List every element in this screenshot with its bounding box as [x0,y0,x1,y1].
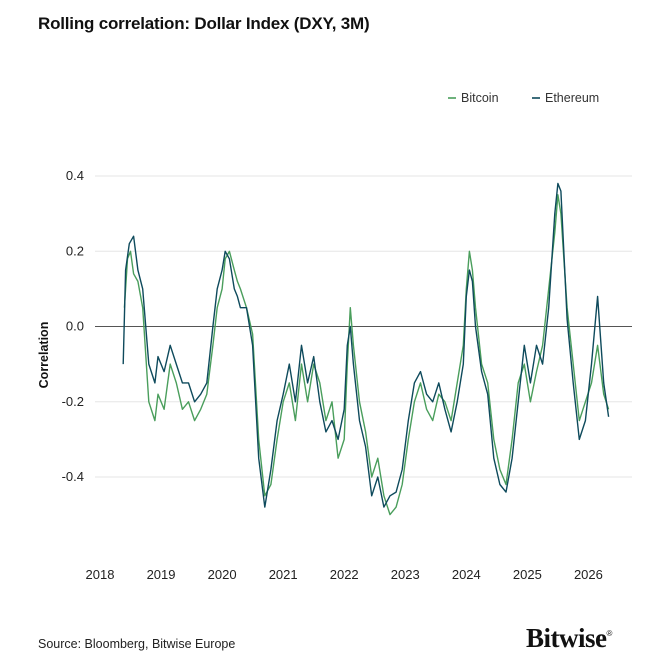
series-lines [122,182,610,516]
x-tick-label: 2020 [208,567,237,582]
legend-label-bitcoin: Bitcoin [461,91,499,105]
y-tick-label: 0.4 [66,168,84,183]
x-tick-label: 2021 [269,567,298,582]
y-axis-ticks: 0.4 0.2 0.0 -0.2 -0.4 [62,168,84,484]
y-tick-label: -0.2 [62,394,84,409]
bitwise-logo: Bitwise® [526,623,612,654]
source-note: Source: Bloomberg, Bitwise Europe [38,637,236,651]
x-tick-label: 2018 [86,567,115,582]
gridlines [95,175,632,478]
legend-label-ethereum: Ethereum [545,91,599,105]
y-tick-label: 0.2 [66,243,84,258]
x-tick-label: 2026 [574,567,603,582]
logo-text: Bitwise [526,623,607,653]
series-line-ethereum [122,182,610,508]
x-tick-label: 2023 [391,567,420,582]
y-axis-label: Correlation [37,322,51,389]
registered-mark: ® [606,629,613,638]
chart-title: Rolling correlation: Dollar Index (DXY, … [38,14,370,33]
x-tick-label: 2024 [452,567,481,582]
legend: Bitcoin Ethereum [448,91,599,105]
x-tick-label: 2019 [147,567,176,582]
y-tick-label: -0.4 [62,469,84,484]
y-tick-label: 0.0 [66,319,84,334]
x-axis-ticks: 2018 2019 2020 2021 2022 2023 2024 2025 2026 [86,567,603,582]
x-tick-label: 2025 [513,567,542,582]
series-line-bitcoin [123,194,610,516]
x-tick-label: 2022 [330,567,359,582]
